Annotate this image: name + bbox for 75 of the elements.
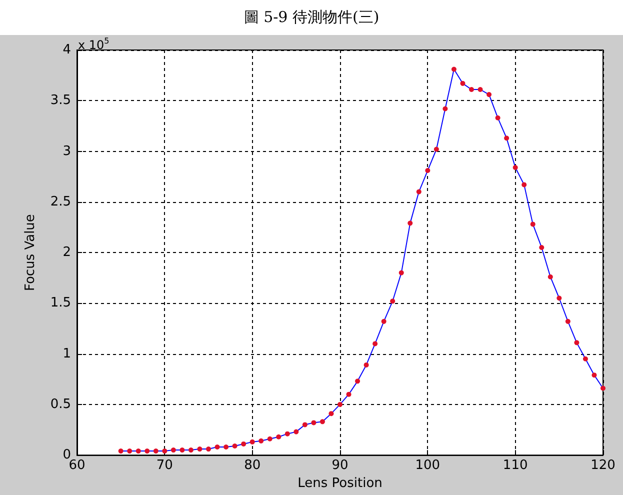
point — [398, 270, 404, 276]
point — [355, 378, 360, 384]
point — [512, 164, 518, 170]
point — [144, 448, 150, 454]
x-tick-label: 70 — [156, 458, 173, 474]
y-axis-title: Focus Value — [23, 214, 38, 292]
point — [328, 411, 334, 416]
point — [188, 448, 194, 453]
point — [180, 448, 185, 453]
point — [276, 434, 282, 440]
point — [311, 420, 316, 426]
point — [136, 448, 141, 454]
point — [460, 80, 466, 86]
x-tick-label: 90 — [332, 458, 348, 474]
y-tick-label: 0 — [62, 448, 71, 463]
point — [556, 296, 562, 301]
point — [153, 448, 158, 454]
point — [258, 438, 264, 444]
x-axis-title: Lens Position — [298, 476, 382, 491]
point — [390, 298, 396, 304]
point — [127, 448, 132, 454]
point — [539, 244, 544, 250]
point — [320, 419, 325, 424]
point — [522, 182, 527, 188]
point — [267, 436, 272, 442]
point — [469, 87, 474, 92]
x-tick-label: 110 — [502, 458, 528, 474]
x-tick-label: 120 — [590, 458, 616, 474]
y-tick-label: 2.5 — [50, 194, 71, 210]
point — [302, 422, 308, 428]
x-tick-label: 100 — [415, 458, 440, 474]
point — [250, 439, 255, 444]
y-tick-label: 1 — [62, 346, 71, 362]
y-tick-label: 0.5 — [50, 396, 71, 412]
point — [206, 446, 211, 452]
point — [364, 362, 369, 368]
point — [530, 222, 536, 227]
point — [486, 92, 492, 98]
y-tick-label: 3 — [62, 144, 71, 159]
point — [224, 444, 229, 450]
point — [582, 356, 588, 362]
point — [434, 146, 439, 152]
point — [381, 318, 386, 324]
x-tick-label: 80 — [244, 458, 261, 474]
point — [241, 441, 246, 446]
x-tick-label: 60 — [68, 458, 86, 474]
point — [416, 189, 422, 194]
point — [232, 443, 238, 448]
point — [214, 444, 220, 450]
y-tick-label: 4 — [62, 42, 71, 58]
point — [600, 386, 606, 391]
point — [451, 66, 456, 72]
point — [197, 446, 202, 452]
point — [162, 448, 168, 454]
point — [294, 429, 299, 434]
point — [478, 87, 483, 92]
y-tick-label: 3.5 — [50, 93, 71, 108]
point — [592, 372, 597, 378]
point — [425, 168, 430, 174]
point — [338, 402, 342, 407]
point — [346, 392, 352, 397]
point — [442, 106, 448, 112]
point — [574, 340, 580, 346]
point — [495, 115, 500, 120]
point — [284, 431, 290, 436]
y-tick-label: 1.5 — [50, 296, 71, 311]
point — [548, 274, 553, 280]
point — [118, 448, 124, 454]
chart-title: 圖 5-9 待測物件(三) — [242, 7, 380, 28]
point — [408, 220, 413, 226]
point — [565, 318, 570, 324]
point — [170, 448, 176, 453]
point — [504, 136, 510, 141]
point — [372, 341, 378, 346]
y-tick-label: 2 — [62, 245, 71, 260]
